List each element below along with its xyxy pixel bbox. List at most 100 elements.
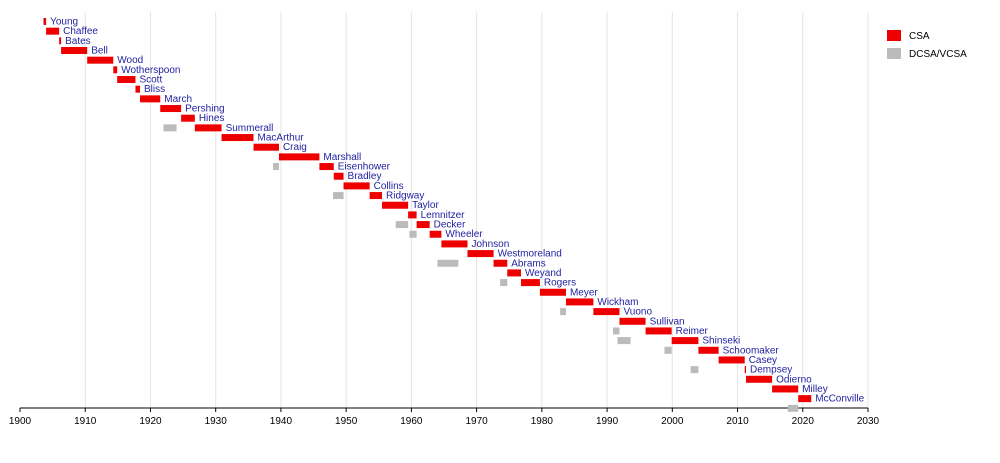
vcsa-bar-mcconville — [787, 404, 799, 412]
name-label-casey: Casey — [749, 355, 777, 366]
csa-bar-ridgway — [369, 192, 383, 200]
x-tick-label: 1920 — [139, 416, 162, 427]
name-label-odierno: Odierno — [776, 374, 812, 385]
csa-bar-abrams — [493, 259, 508, 267]
csa-bar-bliss — [135, 85, 141, 93]
vcsa-bar-casey — [690, 366, 699, 374]
name-label-bell: Bell — [91, 46, 108, 57]
x-tick-label: 1940 — [270, 416, 293, 427]
name-label-marshall: Marshall — [323, 152, 361, 163]
name-label-macarthur: MacArthur — [258, 133, 305, 144]
csa-bar-mcconville — [798, 395, 812, 403]
name-label-westmoreland: Westmoreland — [498, 249, 562, 260]
x-tick-label: 2020 — [792, 416, 815, 427]
csa-bar-wheeler — [429, 230, 442, 238]
csa-bar-dempsey — [744, 366, 747, 374]
name-label-hines: Hines — [199, 113, 225, 124]
name-label-bates: Bates — [65, 36, 91, 47]
csa-bar-young — [43, 18, 47, 25]
name-label-mcconville: McConville — [815, 394, 864, 405]
x-tick-label: 1910 — [74, 416, 97, 427]
name-label-wickham: Wickham — [597, 297, 638, 308]
csa-bar-craig — [253, 143, 279, 151]
x-tick-label: 2000 — [661, 416, 684, 427]
csa-bar-casey — [718, 356, 745, 364]
csa-bar-bell — [61, 47, 88, 55]
name-label-summerall: Summerall — [226, 123, 274, 134]
name-label-young: Young — [50, 17, 78, 28]
x-tick-label: 1960 — [400, 416, 423, 427]
name-label-pershing: Pershing — [185, 104, 224, 115]
vcsa-bar-marshall — [273, 163, 279, 171]
x-tick-label: 2030 — [857, 416, 880, 427]
vcsa-bar-weyand — [500, 279, 508, 287]
csa-bar-marshall — [278, 153, 320, 161]
csa-bar-reimer — [645, 327, 672, 335]
legend: CSA DCSA/VCSA — [887, 30, 967, 60]
name-label-johnson: Johnson — [471, 239, 509, 250]
csa-bar-collins — [343, 182, 370, 190]
vcsa-bar-shinseki — [664, 346, 672, 354]
name-label-dempsey: Dempsey — [750, 365, 792, 376]
csa-bar-wickham — [565, 298, 594, 306]
csa-bar-vuono — [593, 308, 620, 316]
csa-bar-johnson — [441, 240, 468, 248]
name-label-bliss: Bliss — [144, 84, 165, 95]
name-label-taylor: Taylor — [412, 200, 439, 211]
vcsa-bar-decker — [409, 230, 417, 238]
csa-bar-lemnitzer — [408, 211, 417, 219]
name-label-wheeler: Wheeler — [445, 229, 483, 240]
name-label-bradley: Bradley — [348, 171, 382, 182]
csa-bar-meyer — [539, 288, 566, 296]
csa-bar-milley — [772, 385, 799, 393]
x-tick-label: 1980 — [531, 416, 554, 427]
name-label-meyer: Meyer — [570, 287, 598, 298]
name-label-eisenhower: Eisenhower — [338, 162, 391, 173]
name-label-wood: Wood — [117, 55, 143, 66]
name-label-schoomaker: Schoomaker — [723, 345, 780, 356]
name-label-scott: Scott — [139, 75, 162, 86]
csa-bar-eisenhower — [319, 163, 334, 171]
name-label-sullivan: Sullivan — [650, 316, 685, 327]
vcsa-bar-reimer — [617, 337, 631, 345]
csa-bar-sullivan — [619, 317, 646, 325]
csa-bar-westmoreland — [467, 250, 494, 258]
name-label-march: March — [164, 94, 192, 105]
x-axis: 1900 1910 1920 1930 1940 1950 1960 1970 1980 1990… — [9, 407, 880, 427]
name-label-weyand: Weyand — [525, 268, 562, 279]
x-tick-label: 1950 — [335, 416, 358, 427]
csa-bar-hines — [181, 114, 195, 122]
x-tick-label: 1930 — [205, 416, 228, 427]
bar-layer — [43, 18, 812, 412]
csa-bar-decker — [416, 221, 430, 229]
csa-bar-weyand — [507, 269, 521, 277]
name-label-collins: Collins — [374, 181, 404, 192]
legend-label: DCSA/VCSA — [909, 49, 967, 60]
vcsa-bar-hines — [163, 124, 177, 132]
csa-bar-wotherspoon — [113, 66, 118, 74]
name-label-shinseki: Shinseki — [702, 336, 740, 347]
csa-bar-schoomaker — [698, 346, 719, 354]
name-label-rogers: Rogers — [544, 278, 576, 289]
name-label-milley: Milley — [802, 384, 828, 395]
name-label-wotherspoon: Wotherspoon — [121, 65, 180, 76]
csa-bar-scott — [117, 76, 136, 84]
csa-bar-odierno — [746, 375, 773, 383]
name-label-vuono: Vuono — [623, 307, 652, 318]
csa-bar-march — [140, 95, 161, 103]
csa-bar-taylor — [382, 201, 409, 209]
name-label-abrams: Abrams — [511, 258, 545, 269]
name-label-chaffee: Chaffee — [63, 26, 98, 37]
vcsa-bar-collins — [333, 192, 344, 200]
vcsa-bar-lemnitzer — [395, 221, 409, 229]
x-tick-label: 1970 — [465, 416, 488, 427]
vcsa-bar-wickham — [560, 308, 566, 316]
name-label-lemnitzer: Lemnitzer — [421, 210, 466, 221]
name-label-ridgway: Ridgway — [386, 191, 424, 202]
x-tick-label: 1990 — [596, 416, 619, 427]
csa-bar-rogers — [520, 279, 540, 287]
csa-bar-wood — [87, 56, 114, 64]
